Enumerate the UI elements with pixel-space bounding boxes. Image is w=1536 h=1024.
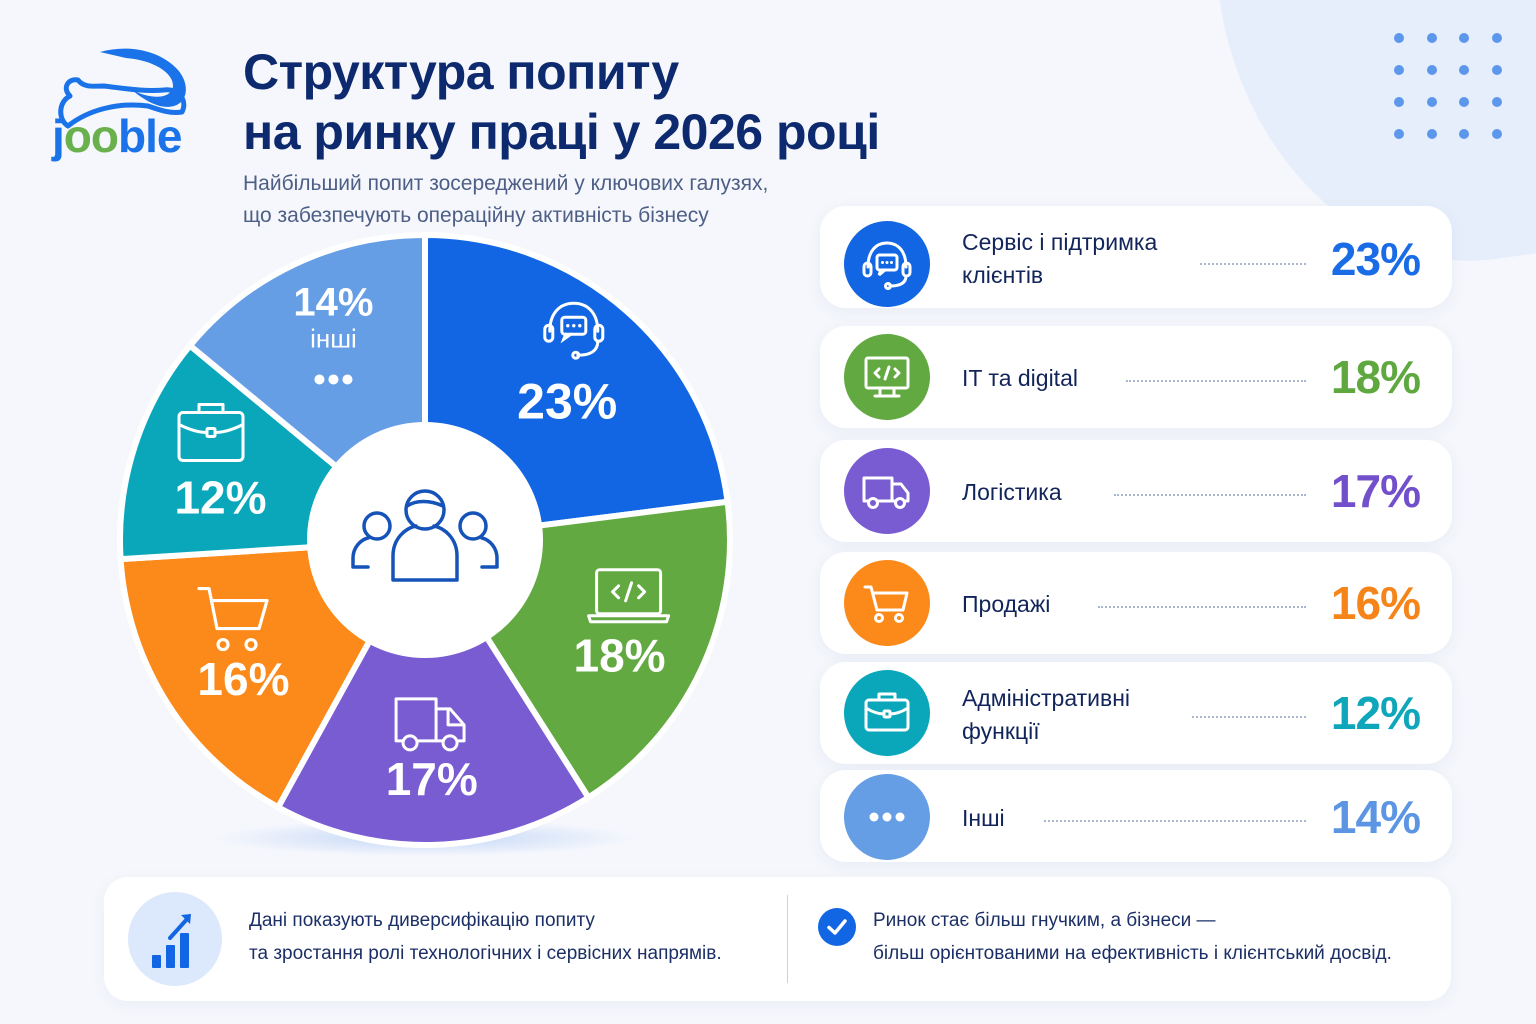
page-title: Структура попиту на ринку праці у 2026 р…	[243, 42, 880, 162]
legend-card-logistics: Логістика 17%	[820, 440, 1452, 542]
slice-percent-label: 12%	[174, 472, 266, 524]
donut-chart: 23% 18% 17% 16% 12% 14% інші	[100, 220, 760, 870]
legend-percent: 12%	[1330, 687, 1421, 739]
legend-card-other: Інші 14%	[820, 770, 1452, 862]
dotted-leader	[1192, 716, 1306, 718]
dotted-leader	[1200, 263, 1306, 265]
legend-label: Логістика	[962, 479, 1062, 505]
legend-percent: 23%	[1330, 233, 1421, 285]
legend-card-admin: Адміністративні функції 12%	[820, 662, 1452, 764]
headset-icon	[844, 221, 930, 307]
legend-percent: 16%	[1330, 577, 1421, 629]
title-line-2: на ринку праці у 2026 році	[243, 104, 880, 160]
title-line-1: Структура попиту	[243, 44, 679, 100]
legend-label: Сервіс і підтримка клієнтів	[962, 229, 1158, 288]
legend-card-service: Сервіс і підтримка клієнтів 23%	[820, 206, 1452, 308]
legend-percent: 18%	[1330, 351, 1421, 403]
jooble-logo: jooble	[48, 40, 208, 165]
growth-chart-icon	[128, 892, 222, 986]
dotted-leader	[1098, 606, 1306, 608]
subtitle-line-1: Найбільший попит зосереджений у ключових…	[243, 172, 769, 195]
headset-icon	[543, 301, 605, 360]
dotted-leader	[1044, 820, 1306, 822]
briefcase-icon	[844, 670, 930, 756]
footer-summary: Дані показують диверсифікацію попиту та з…	[104, 877, 1451, 1001]
dotted-leader	[1126, 380, 1306, 382]
slice-percent-label: 23%	[517, 374, 617, 430]
people-group-icon	[351, 489, 499, 582]
svg-text:jooble: jooble	[51, 110, 182, 162]
monitor-code-icon	[844, 334, 930, 420]
legend-card-sales: Продажі 16%	[820, 552, 1452, 654]
legend-label: IT та digital	[962, 365, 1078, 391]
cart-icon	[197, 586, 269, 652]
footer-left-text: Дані показують диверсифікацію попиту та з…	[249, 910, 722, 964]
check-circle-icon	[818, 908, 856, 946]
dotted-leader	[1114, 494, 1306, 496]
footer-right-text: Ринок стає більш гнучким, а бізнеси — біл…	[873, 910, 1392, 964]
legend-label: Інші	[962, 805, 1005, 831]
legend-card-it: IT та digital 18%	[820, 326, 1452, 428]
briefcase-icon	[177, 402, 245, 462]
slice-percent-label: 14%	[293, 280, 373, 324]
laptop-code-icon	[587, 568, 671, 624]
truck-icon	[844, 448, 930, 534]
legend-percent: 17%	[1330, 465, 1421, 517]
legend-percent: 14%	[1330, 791, 1421, 843]
slice-inner-label: інші	[310, 323, 357, 353]
dots-icon	[844, 774, 930, 860]
legend-label: Продажі	[962, 591, 1051, 617]
donut-hole	[307, 422, 543, 658]
cart-icon	[844, 560, 930, 646]
legend-label: Адміністративні функції	[962, 685, 1131, 744]
slice-percent-label: 17%	[386, 753, 478, 805]
footer-divider	[787, 895, 788, 983]
dot-grid-decoration	[1394, 33, 1502, 139]
pie-slice	[275, 537, 592, 848]
dots-icon	[314, 374, 353, 385]
truck-icon	[394, 697, 466, 752]
subtitle: Найбільший попит зосереджений у ключових…	[243, 168, 768, 232]
subtitle-line-2: що забезпечують операційну активність бі…	[243, 204, 709, 227]
slice-percent-label: 18%	[573, 630, 665, 682]
slice-percent-label: 16%	[197, 653, 289, 705]
